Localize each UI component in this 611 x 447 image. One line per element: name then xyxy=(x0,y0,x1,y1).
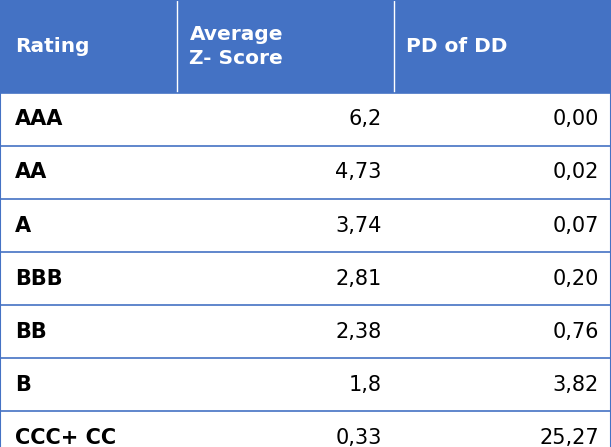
Text: 3,82: 3,82 xyxy=(552,375,599,395)
Bar xyxy=(0,358,611,411)
Text: 0,20: 0,20 xyxy=(552,269,599,288)
Bar xyxy=(0,199,611,252)
Text: 0,76: 0,76 xyxy=(552,321,599,342)
Text: 3,74: 3,74 xyxy=(335,215,382,236)
Text: 0,07: 0,07 xyxy=(552,215,599,236)
Text: 2,81: 2,81 xyxy=(335,269,382,288)
Text: 4,73: 4,73 xyxy=(335,163,382,182)
Text: BBB: BBB xyxy=(15,269,63,288)
Text: 25,27: 25,27 xyxy=(539,428,599,447)
Text: AA: AA xyxy=(15,163,48,182)
Text: 0,00: 0,00 xyxy=(552,110,599,130)
Bar xyxy=(0,0,611,93)
Text: 1,8: 1,8 xyxy=(349,375,382,395)
Text: BB: BB xyxy=(15,321,47,342)
Text: Average
Z- Score: Average Z- Score xyxy=(189,25,283,68)
Bar xyxy=(0,252,611,305)
Text: Rating: Rating xyxy=(15,37,90,56)
Text: A: A xyxy=(15,215,31,236)
Text: 6,2: 6,2 xyxy=(349,110,382,130)
Text: 0,02: 0,02 xyxy=(552,163,599,182)
Bar xyxy=(0,411,611,447)
Text: CCC+ CC: CCC+ CC xyxy=(15,428,117,447)
Text: PD of DD: PD of DD xyxy=(406,37,508,56)
Text: 2,38: 2,38 xyxy=(335,321,382,342)
Bar xyxy=(0,93,611,146)
Bar xyxy=(0,305,611,358)
Text: 0,33: 0,33 xyxy=(335,428,382,447)
Text: AAA: AAA xyxy=(15,110,64,130)
Text: B: B xyxy=(15,375,31,395)
Bar xyxy=(0,146,611,199)
